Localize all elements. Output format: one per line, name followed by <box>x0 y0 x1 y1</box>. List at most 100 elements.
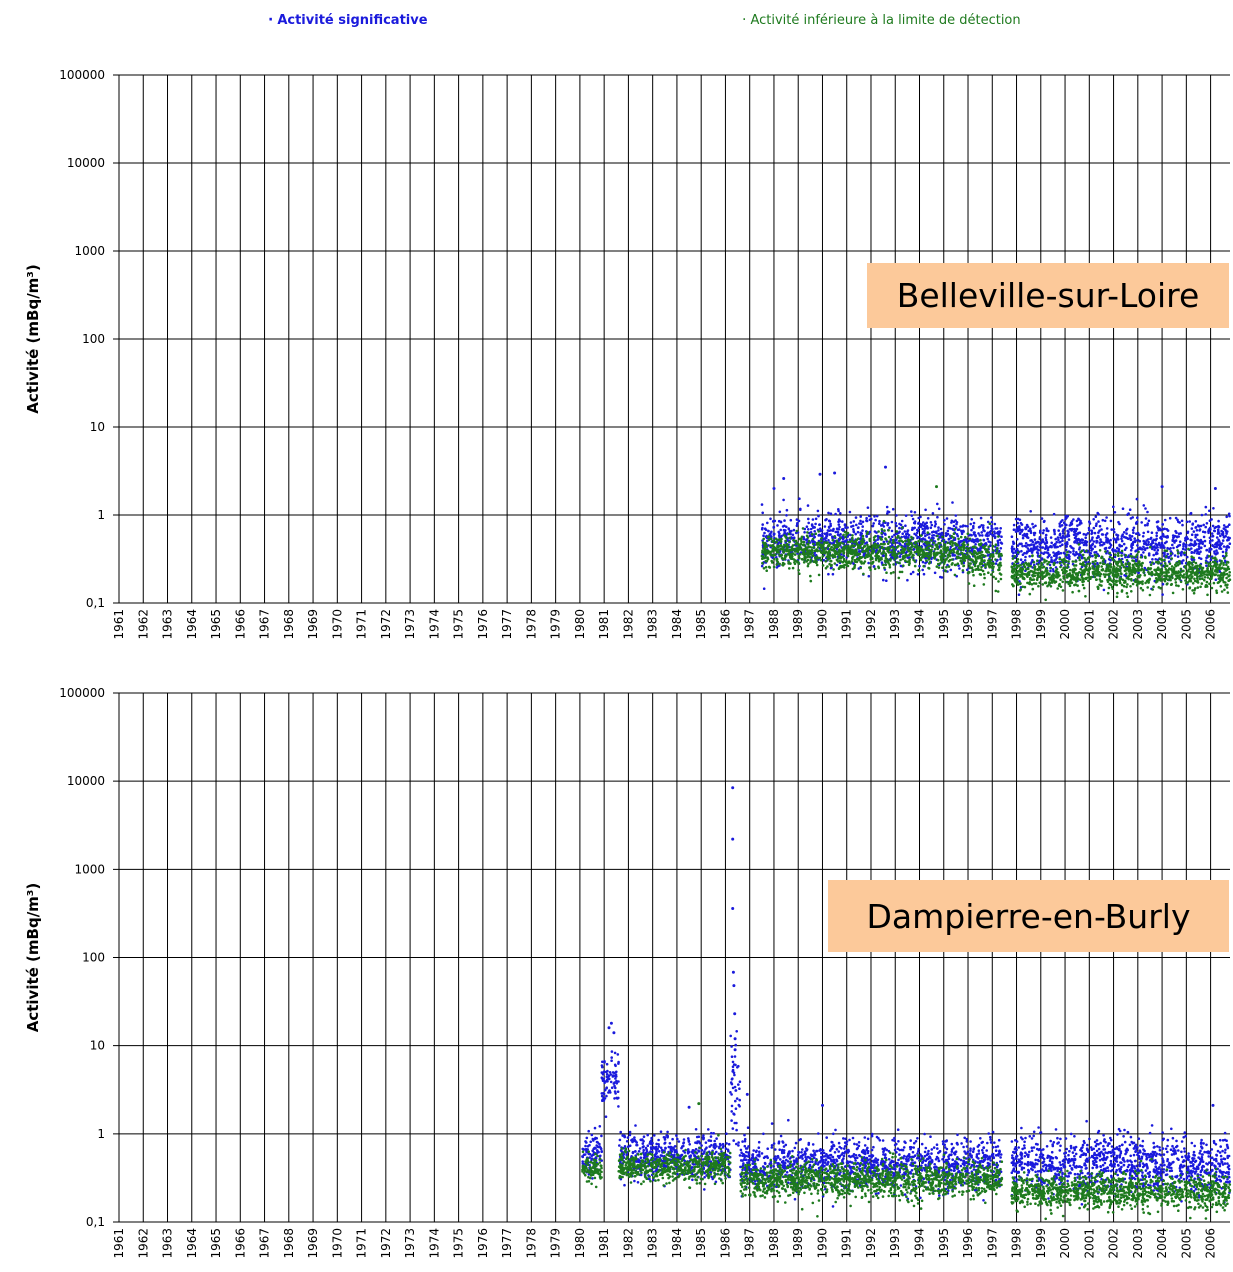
data-point <box>1045 527 1048 530</box>
data-point <box>1140 521 1143 524</box>
data-point <box>1198 574 1201 578</box>
data-point <box>1013 563 1017 567</box>
data-point <box>941 566 944 569</box>
data-point <box>1164 577 1168 580</box>
data-point <box>899 537 902 540</box>
data-point <box>1144 581 1147 585</box>
data-point <box>1019 588 1022 591</box>
data-point <box>956 549 959 553</box>
data-point <box>786 552 790 556</box>
data-point <box>869 517 873 521</box>
data-point <box>1038 543 1042 546</box>
data-point <box>1210 532 1214 535</box>
data-point <box>1215 536 1219 539</box>
x-tick-label: 1969 <box>306 1228 320 1259</box>
data-point <box>1025 524 1029 527</box>
data-point <box>1117 548 1121 551</box>
data-point <box>1181 574 1185 578</box>
data-point <box>1062 551 1066 555</box>
data-point <box>1067 556 1070 559</box>
data-point <box>884 533 887 536</box>
data-point <box>921 568 924 572</box>
data-point <box>1059 551 1063 555</box>
data-point <box>598 1142 601 1146</box>
data-point <box>925 546 929 550</box>
data-point <box>973 563 977 567</box>
data-point <box>1097 535 1100 539</box>
data-point <box>1184 579 1187 582</box>
data-point <box>1175 561 1178 565</box>
data-point <box>608 1071 612 1074</box>
x-tick-label: 1987 <box>743 609 757 640</box>
x-tick-label: 1974 <box>427 1228 441 1259</box>
data-point <box>1084 567 1088 571</box>
data-point <box>1136 531 1140 535</box>
data-point <box>983 559 986 562</box>
data-point <box>884 465 887 469</box>
data-point <box>926 517 930 520</box>
data-point <box>1052 528 1056 532</box>
data-point <box>1190 527 1194 530</box>
data-point <box>863 545 867 548</box>
data-point <box>989 555 992 559</box>
data-point <box>1215 549 1218 552</box>
data-point <box>865 548 868 551</box>
data-point <box>843 563 846 567</box>
data-point <box>1022 563 1026 567</box>
data-point <box>907 533 911 537</box>
x-tick-label: 1992 <box>864 609 878 640</box>
data-point <box>972 531 976 534</box>
x-tick-label: 1963 <box>161 609 175 640</box>
data-point <box>1176 549 1179 552</box>
data-point <box>1000 554 1003 557</box>
data-point <box>859 540 863 543</box>
x-tick-label: 1964 <box>185 1228 199 1259</box>
data-point <box>1102 542 1106 546</box>
data-point <box>1209 561 1212 565</box>
data-point <box>1211 539 1214 542</box>
data-point <box>1151 561 1154 564</box>
data-point <box>769 517 772 521</box>
data-point <box>1032 571 1036 575</box>
data-point <box>1210 547 1213 551</box>
x-tick-label: 1987 <box>743 1228 757 1259</box>
data-point <box>949 540 953 543</box>
data-point <box>1188 565 1191 569</box>
data-point <box>769 553 772 556</box>
data-point <box>607 1091 610 1094</box>
data-point <box>900 519 904 523</box>
data-point <box>1098 575 1102 578</box>
data-point <box>917 522 920 525</box>
data-point <box>1203 576 1207 579</box>
data-point <box>998 549 1001 553</box>
data-point <box>1212 581 1216 585</box>
data-point <box>1143 566 1147 570</box>
data-point <box>1141 582 1144 586</box>
data-point <box>1065 553 1068 557</box>
data-point <box>847 549 850 553</box>
data-point <box>851 534 854 537</box>
data-point <box>891 546 894 549</box>
data-point <box>1013 555 1016 558</box>
data-point <box>1156 548 1160 552</box>
data-point <box>762 567 766 570</box>
data-point <box>956 552 959 555</box>
data-point <box>958 546 961 550</box>
data-point <box>920 524 923 527</box>
data-point <box>899 564 903 568</box>
data-point <box>838 554 842 558</box>
data-point <box>945 549 948 553</box>
data-point <box>1172 546 1175 550</box>
data-point <box>1104 573 1108 576</box>
data-point <box>613 1090 617 1093</box>
data-point <box>1041 531 1045 535</box>
data-point <box>1088 567 1092 571</box>
data-point <box>831 538 835 542</box>
x-tick-label: 1984 <box>670 1228 684 1259</box>
data-point <box>847 544 850 548</box>
data-point <box>900 550 903 553</box>
data-point <box>1156 552 1159 555</box>
data-point <box>868 566 871 569</box>
data-point <box>1169 568 1173 571</box>
data-point <box>1109 577 1112 580</box>
